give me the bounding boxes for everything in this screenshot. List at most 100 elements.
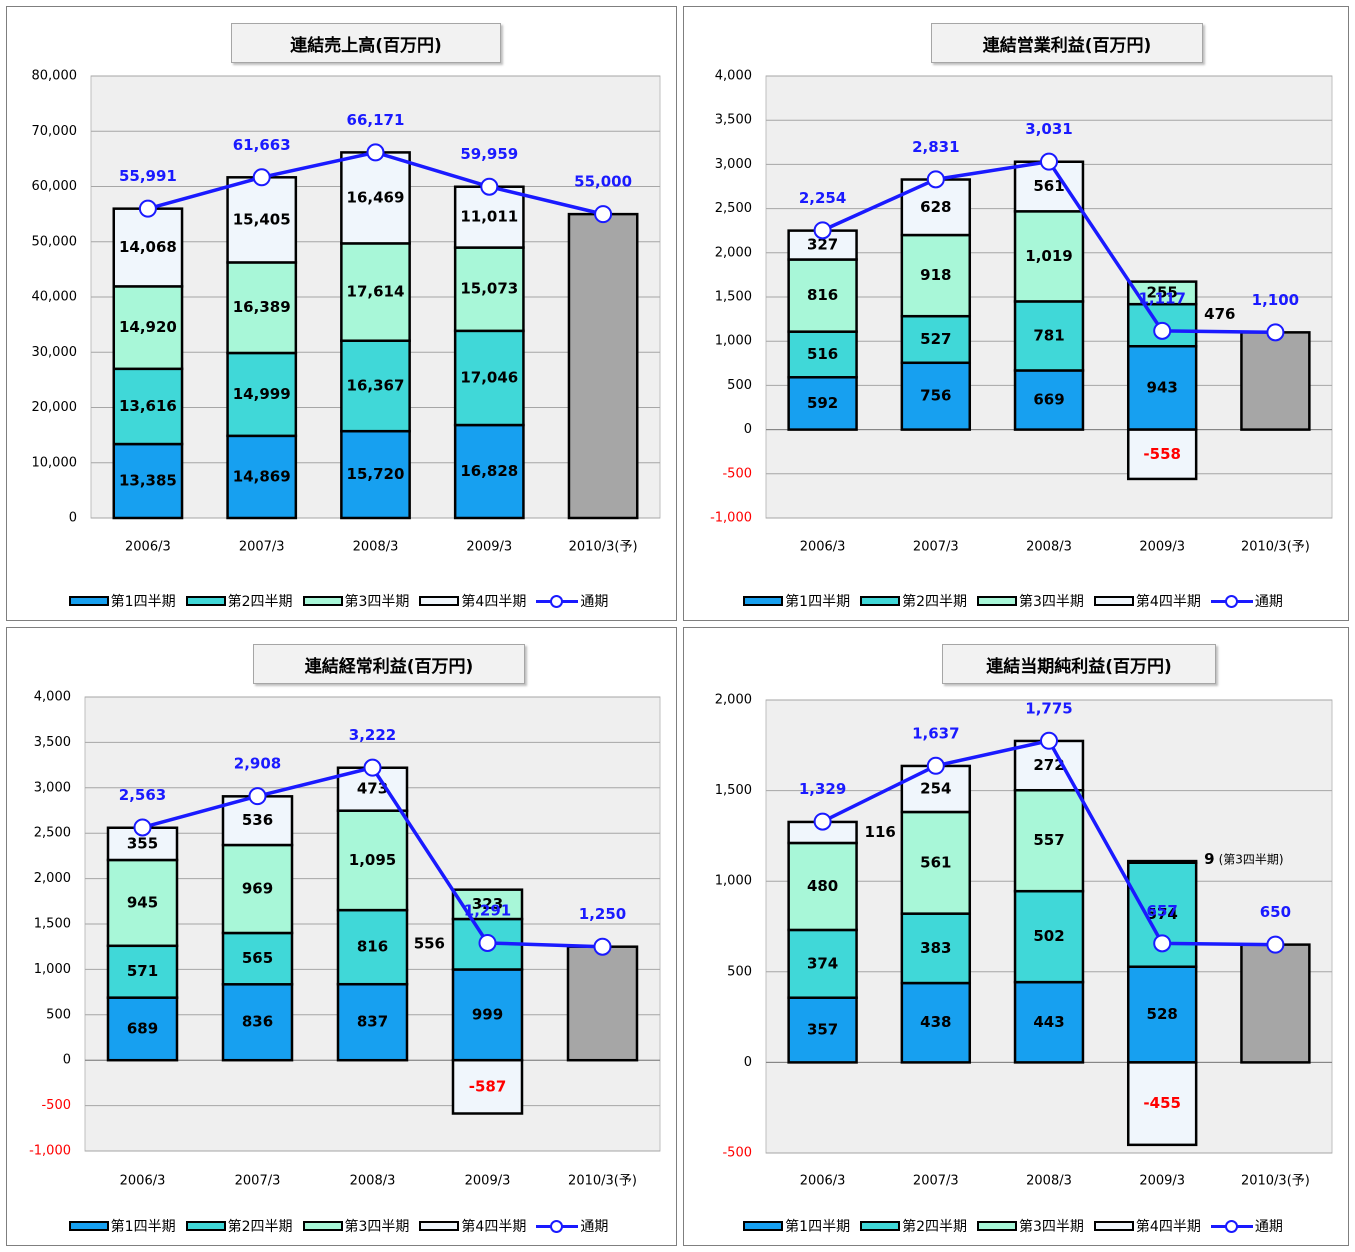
legend-q4-swatch: [1093, 596, 1134, 606]
total-label: 61,663: [233, 136, 291, 154]
bar-segment-q4: [1126, 428, 1198, 481]
x-tick-label: 2007/3: [913, 540, 959, 555]
y-tick-label: 20,000: [32, 400, 78, 415]
y-tick-label: 0: [69, 511, 77, 526]
chart-svg: -1,000 -500 0 500 1,000 1,500 2,000 2,500 3,000 3…: [29, 690, 661, 1189]
bar-segment-q2: [336, 908, 409, 986]
data-label: 565: [242, 949, 273, 967]
legend-q1-swatch: [743, 596, 784, 606]
data-label: 836: [242, 1013, 273, 1031]
data-label: 592: [807, 394, 838, 412]
legend-q1-swatch: [68, 596, 109, 606]
data-label-outside: 476: [1204, 305, 1235, 323]
y-tick-label: 3,500: [34, 735, 71, 750]
legend-q1: 第1四半期: [743, 1216, 850, 1236]
bar-segment-q1: [453, 423, 525, 520]
data-label: 1,019: [1025, 247, 1072, 265]
bar-segment-q1: [1013, 369, 1085, 431]
total-label: 55,991: [119, 167, 177, 185]
data-label: 816: [357, 938, 388, 956]
legend-q2: 第2四半期: [185, 1216, 293, 1236]
legend-q3-label: 第3四半期: [1019, 1219, 1084, 1235]
legend-total-swatch: [1210, 594, 1253, 608]
data-label: 14,920: [119, 318, 177, 336]
legend-q4-swatch: [1093, 1221, 1134, 1231]
bar-segment-q1: [340, 429, 411, 520]
y-tick-label: 3,000: [34, 780, 71, 795]
total-label: 55,000: [574, 173, 632, 191]
data-label: 16,828: [460, 462, 518, 480]
data-label: 15,405: [233, 210, 291, 228]
y-tick-label: 10,000: [32, 455, 78, 470]
y-tick-label: 0: [63, 1053, 71, 1068]
data-label: 13,385: [119, 472, 177, 490]
legend-total: 通期: [536, 1216, 608, 1236]
y-tick-label: 1,000: [34, 962, 71, 977]
y-tick-label: 1,500: [34, 917, 71, 932]
data-label: 443: [1033, 1013, 1064, 1031]
data-label: 16,367: [347, 376, 405, 394]
legend-q3-swatch: [977, 596, 1017, 606]
legend-q2-swatch: [185, 596, 226, 606]
data-label-outside: 556: [414, 934, 445, 952]
y-tick-label: 2,000: [715, 245, 752, 260]
chart-legend: 第1四半期 第2四半期 第3四半期 第4四半期 通期: [684, 1213, 1348, 1239]
data-label: 571: [127, 962, 158, 980]
data-label: 837: [357, 1013, 388, 1031]
legend-q2-swatch: [860, 1221, 901, 1231]
bar-segment-q1: [221, 983, 294, 1062]
data-label-outside: 116: [865, 823, 896, 841]
legend-q3: 第3四半期: [977, 1216, 1084, 1236]
bar-segment-q3: [787, 258, 858, 333]
bar-segment-q1: [112, 442, 184, 520]
data-label: 15,073: [460, 280, 518, 298]
total-marker: [478, 933, 497, 952]
y-tick-label: 2,500: [715, 201, 752, 216]
y-tick-label: 2,000: [715, 693, 752, 708]
bar-segment-q1: [900, 361, 972, 431]
data-label: 536: [242, 811, 273, 829]
bar-segment-q2: [106, 944, 179, 999]
y-tick-label: 1,000: [715, 874, 752, 889]
data-label: 945: [127, 893, 158, 911]
legend-q2: 第2四半期: [185, 591, 293, 611]
bar-segment-q1: [106, 996, 179, 1062]
bar-segment-q3: [340, 242, 411, 342]
legend-total-label: 通期: [1254, 594, 1283, 610]
data-label: 438: [920, 1013, 951, 1031]
y-tick-label: -500: [722, 1146, 752, 1161]
bar-segment-q4: [1126, 1061, 1198, 1147]
data-label: 781: [1033, 326, 1064, 344]
bar-segment-q3: [221, 843, 294, 935]
legend-q1: 第1四半期: [68, 591, 176, 611]
total-label: 2,254: [799, 189, 846, 207]
total-marker: [593, 937, 612, 956]
data-label: 11,011: [460, 208, 518, 226]
data-label: 14,999: [233, 385, 291, 403]
y-tick-label: 3,500: [715, 113, 752, 128]
total-label: 3,031: [1025, 120, 1072, 138]
bar-segment-q3: [1013, 210, 1085, 303]
legend-total: 通期: [1210, 591, 1283, 611]
legend-q2: 第2四半期: [860, 1216, 967, 1236]
y-tick-label: -1,000: [710, 511, 752, 526]
x-tick-label: 2010/3(予): [569, 540, 638, 555]
bar-segment-q3: [451, 888, 524, 921]
forecast-bar: [567, 212, 639, 520]
total-marker: [1266, 323, 1285, 342]
data-label: 528: [1147, 1005, 1178, 1023]
data-label: 17,046: [460, 368, 518, 386]
chart-title: 連結営業利益(百万円): [931, 23, 1203, 63]
x-tick-label: 2006/3: [125, 540, 171, 555]
bar-segment-q3: [106, 858, 179, 948]
data-label: 14,068: [119, 238, 177, 256]
legend-q3-swatch: [302, 596, 343, 606]
data-label: 1,095: [349, 851, 396, 869]
bar-segment-q1: [1013, 980, 1085, 1064]
bar-segment-q3: [900, 810, 972, 915]
total-marker: [252, 168, 271, 187]
legend-q1-label: 第1四半期: [785, 594, 851, 610]
bar-segment-q1: [787, 376, 858, 431]
x-tick-label: 2010/3(予): [1241, 540, 1310, 555]
legend-total: 通期: [1210, 1216, 1283, 1236]
